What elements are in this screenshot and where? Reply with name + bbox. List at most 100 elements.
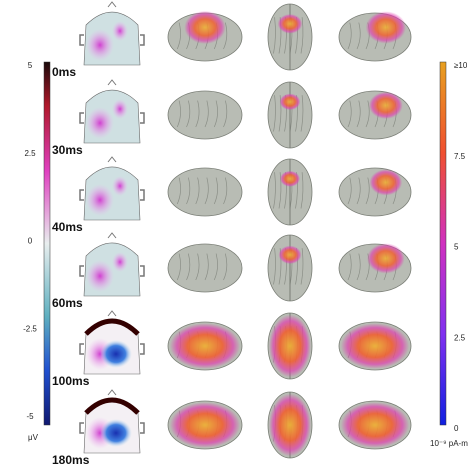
ear [140,265,145,277]
activation [169,323,241,369]
sulcus [273,17,276,54]
activation [269,314,311,378]
sulcus [356,253,361,281]
sulcus [273,172,276,209]
activation [369,169,403,196]
ear [79,34,84,46]
sulcus [347,177,352,205]
nose [107,232,117,239]
scalp-positive [112,176,128,196]
activation [184,10,226,44]
activation [368,91,403,120]
activation [365,11,406,44]
sulcus [186,100,191,128]
sulcus [300,172,304,209]
activation [169,402,241,448]
sulcus [213,100,218,128]
scalp-positive [86,184,114,216]
left-tick-label: -2.5 [23,324,37,333]
activation [340,323,410,369]
sulcus [223,253,228,281]
activation [277,13,303,34]
time-label: 40ms [52,220,83,234]
sulcus [195,177,200,205]
sulcus [176,177,181,205]
brain [167,167,243,217]
ear [140,189,145,201]
sulcus [176,22,181,50]
nose [107,389,117,396]
sulcus [300,248,304,285]
right-tick-label: 5 [454,243,459,252]
right-tick-label: 0 [454,424,459,433]
sulcus [300,17,304,54]
sulcus [273,95,276,132]
activation [279,93,301,111]
time-label: 100ms [52,374,90,388]
ear [79,422,84,434]
nose [107,79,117,86]
sulcus [223,22,228,50]
sulcus [273,248,276,285]
right-tick-label: 2.5 [454,333,466,342]
sulcus [195,253,200,281]
sulcus [356,22,361,50]
ear [79,265,84,277]
ear [140,112,145,124]
ear [79,343,84,355]
right-colorbar [439,61,447,426]
scalp-positive [86,260,114,292]
sulcus [356,177,361,205]
left-unit: μV [28,433,39,442]
sulcus [204,100,209,128]
right-unit: 10⁻⁹ pA-m [430,439,468,448]
sulcus [223,177,228,205]
sulcus [223,100,228,128]
activation [340,402,410,448]
sulcus [278,95,282,132]
sulcus [278,172,282,209]
brain [167,90,243,140]
activation [279,170,301,187]
left-tick-label: 5 [28,61,33,70]
ear [79,112,84,124]
scalp-positive [86,107,114,139]
nose [107,310,117,317]
nose [107,1,117,8]
time-label: 30ms [52,143,83,157]
scalp-positive [112,252,128,272]
sulcus [347,253,352,281]
right-tick-label: 7.5 [454,152,466,161]
sulcus [186,253,191,281]
activation [269,393,311,457]
scalp-rim [84,318,140,336]
nose [107,156,117,163]
left-tick-label: 2.5 [24,149,36,158]
sulcus [213,253,218,281]
sulcus [347,100,352,128]
ear [140,34,145,46]
sulcus [176,253,181,281]
sulcus [300,95,304,132]
sulcus [213,177,218,205]
sulcus [365,177,370,205]
sulcus [347,22,352,50]
sulcus [204,253,209,281]
left-tick-label: -5 [26,412,34,421]
ear [140,422,145,434]
time-label: 0ms [52,65,76,79]
right-tick-label: ≥10 [454,61,468,70]
sulcus [365,100,370,128]
activation [366,243,405,274]
scalp-negative [100,340,132,368]
sulcus [186,177,191,205]
ear [140,343,145,355]
brain [167,243,243,293]
sulcus [356,100,361,128]
scalp-positive [112,99,128,119]
scalp-positive [86,29,114,61]
scalp-positive [112,21,128,41]
time-label: 180ms [52,453,90,467]
sulcus [204,177,209,205]
